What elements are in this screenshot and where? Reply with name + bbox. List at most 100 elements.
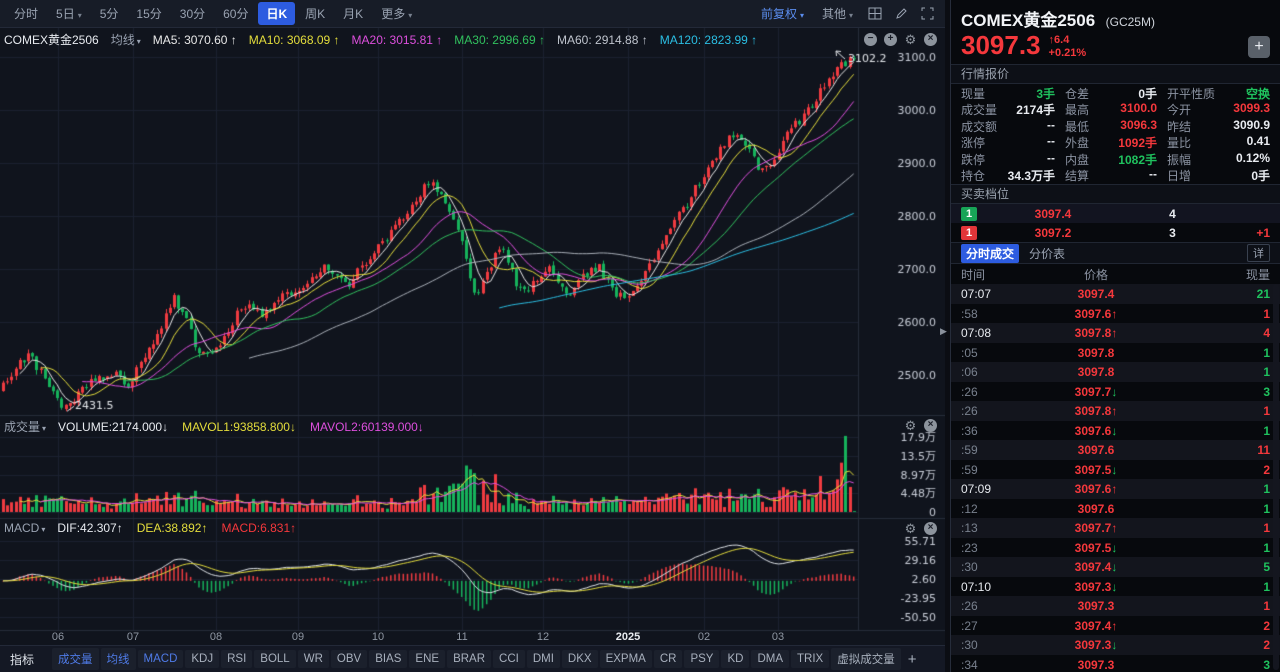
indicator-tab-DKX[interactable]: DKX	[561, 650, 598, 668]
book-row[interactable]: 1 3097.2 3 +1	[951, 223, 1280, 242]
tick-time: :30	[961, 638, 978, 653]
indicator-tab-DMI[interactable]: DMI	[526, 650, 560, 668]
fullscreen-icon[interactable]	[915, 5, 939, 23]
quote-cell-持仓: 持仓 34.3万手	[961, 167, 1065, 184]
tick-time: :59	[961, 443, 978, 458]
tick-trade-row[interactable]: :58 3097.6↑ 1	[951, 304, 1280, 324]
indicator-tab-MACD[interactable]: MACD	[137, 650, 184, 668]
detail-button[interactable]: 详	[1247, 244, 1270, 263]
tick-trade-row[interactable]: :36 3097.6↓ 1	[951, 421, 1280, 441]
toolbar-其他[interactable]: 其他 ▾	[821, 7, 853, 21]
indicator-tab-BOLL[interactable]: BOLL	[254, 650, 296, 668]
quote-cell-涨停: 涨停 --	[961, 134, 1065, 151]
tick-trade-row[interactable]: :23 3097.5↓ 1	[951, 538, 1280, 558]
indicator-tab-ENE[interactable]: ENE	[409, 650, 446, 668]
timeframe-15分[interactable]: 15分	[136, 7, 162, 21]
indicator-tab-DMA[interactable]: DMA	[751, 650, 790, 668]
timeframe-30分[interactable]: 30分	[179, 7, 206, 21]
indicator-tab-BIAS[interactable]: BIAS	[369, 650, 408, 668]
change-value: ↑6.4	[1048, 34, 1070, 46]
timeframe-月K[interactable]: 月K	[343, 7, 364, 21]
tick-trade-row[interactable]: :34 3097.3 3	[951, 655, 1280, 672]
timeframe-日K[interactable]: 日K	[258, 2, 296, 25]
settings-gear-icon[interactable]: ⚙	[904, 32, 917, 47]
quote-value: --	[1047, 117, 1055, 132]
ma-value-4: MA60: 2914.88 ↑	[557, 32, 648, 47]
indicator-tab-KDJ[interactable]: KDJ	[185, 650, 220, 668]
indicator-tab-成交量[interactable]: 成交量	[52, 648, 99, 670]
tick-trade-row[interactable]: :59 3097.6 11	[951, 440, 1280, 460]
tick-price: 3097.6	[1077, 443, 1115, 458]
add-indicator-button[interactable]: +	[907, 650, 917, 668]
tick-trade-row[interactable]: :26 3097.3 1	[951, 596, 1280, 616]
col-time: 时间	[961, 267, 986, 282]
tick-trade-row[interactable]: :27 3097.4↑ 2	[951, 616, 1280, 636]
timeframe-60分[interactable]: 60分	[223, 7, 249, 21]
macd-value-2: MACD:6.831↑	[221, 521, 297, 535]
tick-trade-row[interactable]: 07:07 3097.4 21	[951, 284, 1280, 304]
close-pane-icon[interactable]: ×	[924, 33, 937, 46]
volume-dropdown[interactable]: 成交量 ▾	[4, 420, 47, 434]
timeframe-更多[interactable]: 更多 ▾	[381, 7, 413, 21]
book-row[interactable]: 1 3097.4 4	[951, 204, 1280, 224]
collapse-panel-arrow-icon[interactable]: ▶	[940, 326, 947, 336]
toolbar-前复权[interactable]: 前复权 ▾	[760, 7, 804, 21]
tick-trade-row[interactable]: :26 3097.7↓ 3	[951, 382, 1280, 402]
quote-label: 跌停	[961, 152, 986, 167]
zoom-in-icon[interactable]: +	[884, 33, 897, 46]
up-arrow-icon: ↑	[1111, 306, 1118, 321]
macd-dropdown[interactable]: MACD ▾	[4, 521, 46, 535]
timeframe-分时[interactable]: 分时	[14, 7, 39, 21]
tick-trade-row[interactable]: :26 3097.8↑ 1	[951, 401, 1280, 421]
indicator-tab-WR[interactable]: WR	[297, 650, 329, 668]
zoom-out-icon[interactable]: −	[864, 33, 877, 46]
col-price: 价格	[1083, 267, 1108, 282]
tick-trade-row[interactable]: :12 3097.6 1	[951, 499, 1280, 519]
tick-trade-row[interactable]: 07:09 3097.6↑ 1	[951, 479, 1280, 499]
indicator-tab-BRAR[interactable]: BRAR	[447, 650, 492, 668]
tab-tick-trades[interactable]: 分时成交	[961, 243, 1020, 263]
tick-trade-row[interactable]: :59 3097.5↓ 2	[951, 460, 1280, 480]
indicator-tab-PSY[interactable]: PSY	[684, 650, 720, 668]
close-pane-icon[interactable]: ×	[924, 522, 937, 535]
layout-grid-icon[interactable]	[863, 5, 887, 23]
indicator-tab-OBV[interactable]: OBV	[330, 650, 368, 668]
price-change: ↑6.4 +0.21%	[1049, 32, 1087, 60]
book-qty: 4	[1169, 206, 1176, 221]
tick-price: 3097.4	[1077, 287, 1115, 302]
indicator-tab-TRIX[interactable]: TRIX	[791, 650, 830, 668]
kline-chart-canvas[interactable]	[0, 28, 945, 645]
up-arrow-icon: ↑	[1111, 618, 1118, 633]
indicator-tab-EXPMA[interactable]: EXPMA	[599, 650, 652, 668]
draw-pen-icon[interactable]	[889, 5, 913, 23]
tick-trade-row[interactable]: 07:08 3097.8↑ 4	[951, 323, 1280, 343]
indicator-tab-CCI[interactable]: CCI	[493, 650, 525, 668]
indicator-tab-均线[interactable]: 均线	[100, 648, 136, 670]
indicator-tab-CR[interactable]: CR	[653, 650, 683, 668]
indicator-tab-虚拟成交量[interactable]: 虚拟成交量	[831, 648, 901, 670]
close-pane-icon[interactable]: ×	[924, 419, 937, 432]
tick-trade-row[interactable]: :13 3097.7↑ 1	[951, 518, 1280, 538]
ma-value-1: MA10: 3068.09 ↑	[248, 32, 340, 47]
scrollbar[interactable]	[1273, 284, 1279, 670]
tick-qty: 2	[1263, 638, 1270, 653]
tick-trade-row[interactable]: :30 3097.4↓ 5	[951, 557, 1280, 577]
panel-splitter[interactable]	[945, 0, 950, 672]
x-axis-label-12: 12	[536, 631, 550, 643]
tick-trade-row[interactable]: :05 3097.8 1	[951, 343, 1280, 363]
indicator-tab-KD[interactable]: KD	[721, 650, 750, 668]
settings-gear-icon[interactable]: ⚙	[904, 418, 917, 433]
timeframe-5日[interactable]: 5日 ▾	[56, 7, 82, 21]
settings-gear-icon[interactable]: ⚙	[904, 521, 917, 536]
indicator-tab-RSI[interactable]: RSI	[221, 650, 253, 668]
timeframe-周K[interactable]: 周K	[305, 7, 326, 21]
tick-trade-row[interactable]: 07:10 3097.3↓ 1	[951, 577, 1280, 597]
tick-trade-row[interactable]: :30 3097.3↓ 2	[951, 635, 1280, 655]
timeframe-5分[interactable]: 5分	[99, 7, 119, 21]
order-book: 1 3097.4 4 1 3097.2 3 +1	[951, 204, 1280, 242]
x-axis-label-2025: 2025	[615, 631, 641, 643]
tab-price-table[interactable]: 分价表	[1029, 246, 1066, 261]
ma-dropdown[interactable]: 均线 ▾	[110, 33, 141, 47]
add-to-watchlist-button[interactable]: +	[1248, 36, 1270, 58]
tick-trade-row[interactable]: :06 3097.8 1	[951, 362, 1280, 382]
